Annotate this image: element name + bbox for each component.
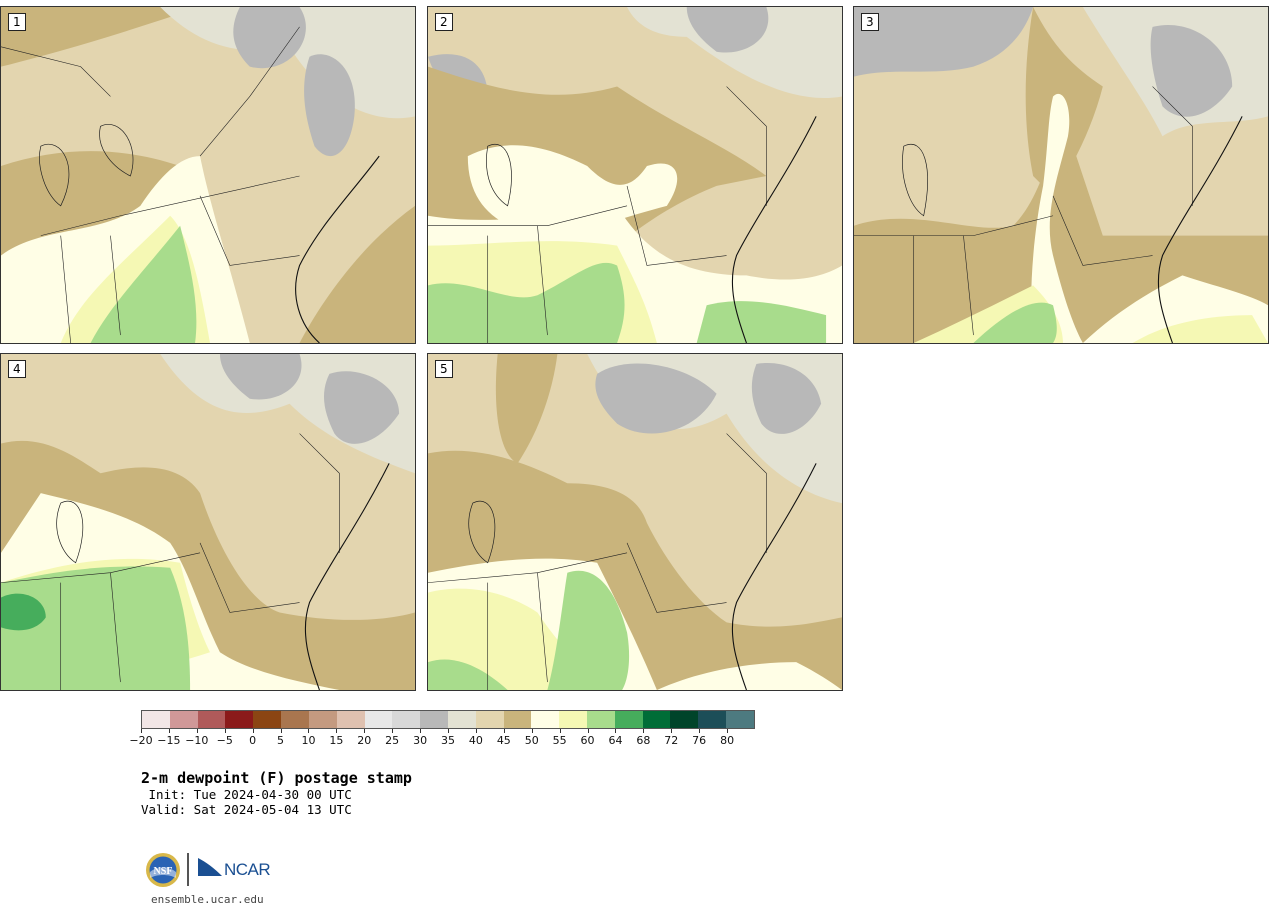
nsf-logo: NSF	[146, 853, 180, 887]
colorbar	[141, 710, 755, 729]
colorbar-tick	[252, 729, 254, 733]
colorbar-tick-label: 76	[692, 734, 707, 747]
dewpoint-map-5	[428, 354, 842, 690]
colorbar-tick	[475, 729, 477, 733]
map-panel-5: 5	[427, 353, 843, 691]
colorbar-tick-label: 80	[720, 734, 735, 747]
colorbar-tick	[141, 729, 142, 733]
map-panel-4: 4	[0, 353, 416, 691]
colorbar-tick	[699, 729, 701, 733]
colorbar-swatch	[169, 711, 198, 728]
nsf-logo-text: NSF	[154, 866, 173, 877]
colorbar-tick	[392, 729, 394, 733]
colorbar-tick	[448, 729, 449, 733]
ncar-mark-icon	[198, 858, 222, 876]
colorbar-tick-label: 20	[357, 734, 372, 747]
colorbar-tick-label: 64	[608, 734, 623, 747]
dewpoint-map-1	[1, 7, 415, 343]
dewpoint-map-3	[854, 7, 1268, 343]
colorbar-tick-label: 25	[385, 734, 400, 747]
panel-label-4: 4	[8, 360, 26, 378]
colorbar-swatch	[364, 711, 393, 728]
colorbar-swatch	[225, 711, 254, 728]
colorbar-tick-label: 15	[329, 734, 344, 747]
panel-label-1: 1	[8, 13, 26, 31]
colorbar-tick-label: 40	[468, 734, 483, 747]
colorbar-tick	[280, 729, 282, 733]
chart-title: 2-m dewpoint (F) postage stamp	[141, 769, 412, 787]
colorbar-swatch	[559, 711, 587, 728]
colorbar-tick	[503, 729, 505, 733]
colorbar-tick	[364, 729, 366, 733]
colorbar-tick-label: 68	[636, 734, 651, 747]
dewpoint-map-4	[1, 354, 415, 690]
map-panel-3: 3	[853, 6, 1269, 344]
map-panel-1: 1	[0, 6, 416, 344]
colorbar-swatch	[336, 711, 365, 728]
colorbar-swatch	[420, 711, 448, 728]
map-panel-2: 2	[427, 6, 843, 344]
colorbar-swatch	[447, 711, 476, 728]
valid-time: Valid: Sat 2024-05-04 13 UTC	[141, 802, 352, 817]
colorbar-tick-label: 55	[552, 734, 567, 747]
panel-label-5: 5	[435, 360, 453, 378]
colorbar-swatch	[726, 711, 754, 728]
panel-label-2: 2	[435, 13, 453, 31]
colorbar-swatch	[698, 711, 727, 728]
colorbar-swatch	[587, 711, 615, 728]
colorbar-tick	[643, 729, 645, 733]
colorbar-tick	[671, 729, 673, 733]
colorbar-tick-label: −15	[157, 734, 181, 747]
colorbar-tick	[308, 729, 310, 733]
colorbar-swatch	[253, 711, 282, 728]
website-url: ensemble.ucar.edu	[151, 893, 264, 906]
colorbar-tick	[727, 729, 729, 733]
colorbar-tick-label: 72	[664, 734, 679, 747]
colorbar-tick-label: 30	[413, 734, 428, 747]
colorbar-tick	[224, 729, 226, 733]
colorbar-tick-label: 10	[301, 734, 316, 747]
dewpoint-map-2	[428, 7, 842, 343]
colorbar-tick-label: −5	[216, 734, 233, 747]
colorbar-tick-label: −10	[185, 734, 209, 747]
colorbar-ticks: −20 −15 −10 −5 0 5 10 15 20 25 30 35 40 45 50 55 60 64 68 7…	[129, 729, 755, 751]
ncar-logo-text: NCAR	[224, 860, 271, 879]
init-time: Init: Tue 2024-04-30 00 UTC	[141, 787, 352, 802]
colorbar-swatch	[281, 711, 309, 728]
colorbar-tick	[587, 729, 589, 733]
colorbar-tick-label: 45	[496, 734, 511, 747]
colorbar-tick	[559, 729, 561, 733]
colorbar-swatch	[142, 711, 170, 728]
colorbar-swatch	[614, 711, 643, 728]
colorbar-tick-label: 0	[249, 734, 257, 747]
colorbar-tick	[168, 729, 170, 733]
colorbar-swatch	[475, 711, 504, 728]
colorbar-swatch	[503, 711, 532, 728]
colorbar-tick	[336, 729, 338, 733]
colorbar-tick-label: 50	[524, 734, 539, 747]
colorbar-swatch	[308, 711, 337, 728]
colorbar-tick	[615, 729, 617, 733]
colorbar-tick-label: 35	[441, 734, 455, 747]
colorbar-tick-label: −20	[129, 734, 153, 747]
colorbar-swatch	[531, 711, 560, 728]
panel-label-3: 3	[861, 13, 879, 31]
colorbar-tick	[420, 729, 422, 733]
colorbar-tick	[531, 729, 533, 733]
colorbar-tick	[196, 729, 198, 733]
colorbar-tick-label: 60	[580, 734, 595, 747]
logo-divider	[187, 853, 189, 886]
colorbar-swatch	[670, 711, 699, 728]
colorbar-swatch	[392, 711, 421, 728]
colorbar-swatch	[642, 711, 671, 728]
colorbar-swatch	[197, 711, 226, 728]
colorbar-tick-label: 5	[277, 734, 285, 747]
